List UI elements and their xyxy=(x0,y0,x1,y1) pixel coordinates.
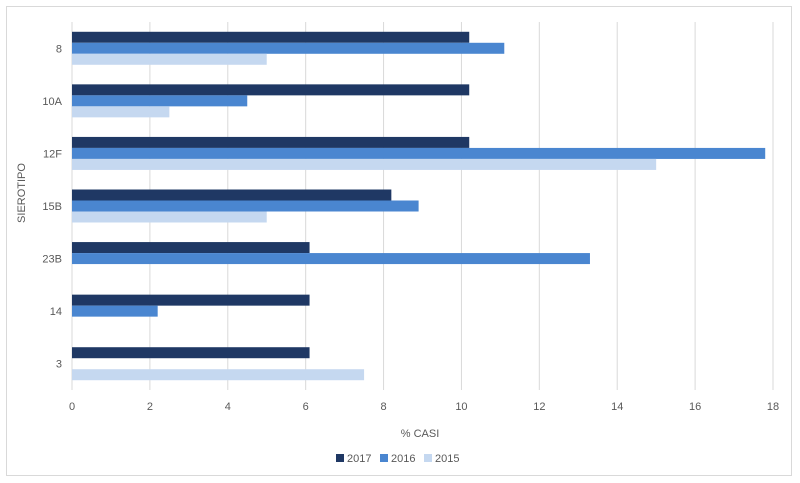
legend-swatch-2016 xyxy=(380,454,388,462)
bar-2016-23B xyxy=(72,253,590,265)
bar-2017-15B xyxy=(72,189,392,201)
bars xyxy=(72,31,766,381)
x-tick-label: 6 xyxy=(303,401,309,413)
y-tick-label: 3 xyxy=(56,359,62,371)
legend-label: 2015 xyxy=(435,453,459,465)
bar-2016-15B xyxy=(72,200,419,212)
bar-2015-8 xyxy=(72,53,267,65)
bar-2016-8 xyxy=(72,42,505,54)
y-tick-label: 8 xyxy=(56,43,62,55)
x-tick-label: 0 xyxy=(69,401,75,413)
x-tick-label: 18 xyxy=(767,401,779,413)
x-tick-label: 4 xyxy=(225,401,231,413)
y-tick-label: 10A xyxy=(42,96,62,108)
bar-2016-10A xyxy=(72,95,248,107)
bar-2017-8 xyxy=(72,31,470,43)
bar-2017-14 xyxy=(72,294,310,306)
legend-swatch-2017 xyxy=(336,454,344,462)
y-axis-ticks: 8 10A 12F 15B 23B 14 3 xyxy=(42,43,62,370)
chart-frame xyxy=(6,6,792,476)
legend-label: 2016 xyxy=(391,453,415,465)
bar-2017-3 xyxy=(72,347,310,359)
x-tick-label: 8 xyxy=(380,401,386,413)
bar-2015-10A xyxy=(72,106,170,118)
bar-2015-3 xyxy=(72,369,365,381)
legend-label: 2017 xyxy=(347,453,371,465)
x-tick-label: 12 xyxy=(533,401,545,413)
bar-2015-12F xyxy=(72,158,657,170)
bar-2017-23B xyxy=(72,242,310,254)
y-tick-label: 15B xyxy=(42,201,62,213)
x-tick-label: 16 xyxy=(689,401,701,413)
y-tick-label: 14 xyxy=(50,306,62,318)
y-tick-label: 23B xyxy=(42,254,62,266)
x-axis-ticks: 0 2 4 6 8 10 12 14 16 18 xyxy=(69,401,779,413)
y-axis-title: SIEROTIPO xyxy=(16,163,28,223)
bar-2016-12F xyxy=(72,147,766,159)
y-tick-label: 12F xyxy=(43,148,62,160)
x-tick-label: 2 xyxy=(147,401,153,413)
bar-2016-14 xyxy=(72,305,158,317)
bar-2017-10A xyxy=(72,84,470,96)
bar-2015-15B xyxy=(72,211,267,223)
legend: 2017 2016 2015 xyxy=(336,453,459,465)
bar-2017-12F xyxy=(72,136,470,148)
x-tick-label: 10 xyxy=(455,401,467,413)
gridlines xyxy=(71,22,774,390)
x-tick-label: 14 xyxy=(611,401,623,413)
x-axis-title: % CASI xyxy=(401,428,440,440)
legend-swatch-2015 xyxy=(424,454,432,462)
